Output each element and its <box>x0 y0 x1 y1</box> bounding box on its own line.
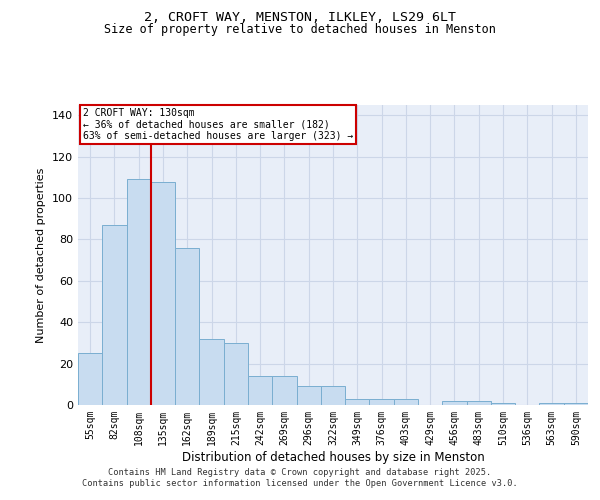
Text: 2 CROFT WAY: 130sqm
← 36% of detached houses are smaller (182)
63% of semi-detac: 2 CROFT WAY: 130sqm ← 36% of detached ho… <box>83 108 353 141</box>
Bar <box>248 376 272 405</box>
Bar <box>127 180 151 405</box>
Bar <box>175 248 199 405</box>
X-axis label: Distribution of detached houses by size in Menston: Distribution of detached houses by size … <box>182 450 484 464</box>
Bar <box>442 401 467 405</box>
Bar <box>321 386 345 405</box>
Bar <box>102 225 127 405</box>
Bar <box>151 182 175 405</box>
Bar <box>272 376 296 405</box>
Bar <box>199 339 224 405</box>
Text: Size of property relative to detached houses in Menston: Size of property relative to detached ho… <box>104 22 496 36</box>
Bar <box>467 401 491 405</box>
Bar <box>224 343 248 405</box>
Bar <box>296 386 321 405</box>
Bar <box>491 403 515 405</box>
Bar <box>370 399 394 405</box>
Text: Contains HM Land Registry data © Crown copyright and database right 2025.
Contai: Contains HM Land Registry data © Crown c… <box>82 468 518 487</box>
Bar <box>564 403 588 405</box>
Bar <box>539 403 564 405</box>
Bar <box>394 399 418 405</box>
Bar <box>345 399 370 405</box>
Y-axis label: Number of detached properties: Number of detached properties <box>37 168 46 342</box>
Bar <box>78 354 102 405</box>
Text: 2, CROFT WAY, MENSTON, ILKLEY, LS29 6LT: 2, CROFT WAY, MENSTON, ILKLEY, LS29 6LT <box>144 11 456 24</box>
